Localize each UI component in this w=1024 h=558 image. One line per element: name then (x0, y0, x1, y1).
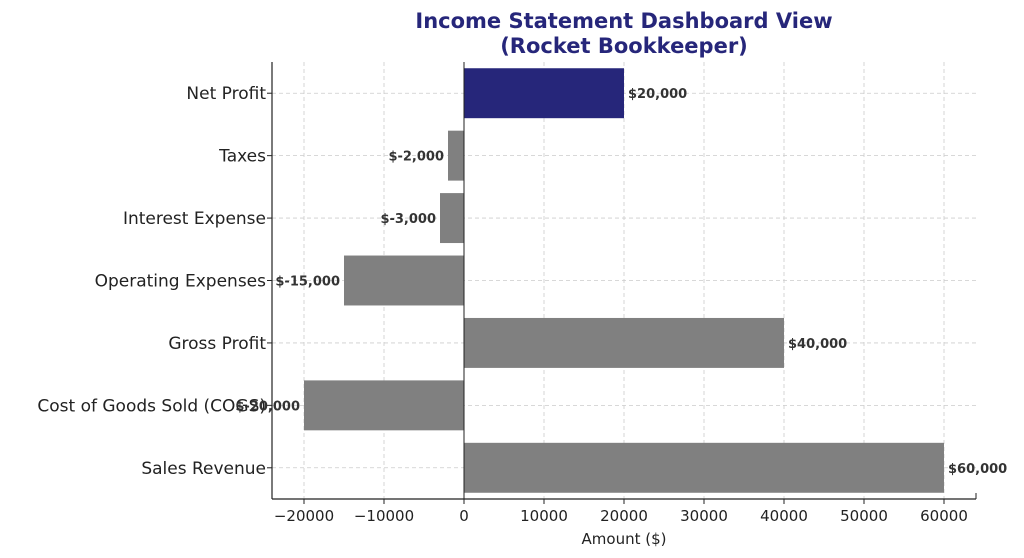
x-tick-label: 60000 (920, 507, 968, 525)
tick-labels: −20000 −10000 0 10000 20000 30000 40000 50000 60… (37, 84, 967, 525)
bar (344, 255, 464, 306)
data-label: $60,000 (948, 462, 1007, 477)
bar (304, 380, 464, 431)
bar (464, 68, 624, 119)
data-label: $20,000 (628, 87, 687, 102)
chart-title-line-1: Income Statement Dashboard View (415, 9, 832, 33)
data-label: $-3,000 (380, 212, 436, 227)
x-tick-label: 10000 (520, 507, 568, 525)
bar (464, 317, 784, 368)
bar (448, 130, 464, 181)
data-label: $-15,000 (275, 275, 340, 290)
data-label: $-2,000 (388, 150, 444, 165)
data-label: $-20,000 (235, 399, 300, 414)
chart-title-line-2: (Rocket Bookkeeper) (500, 34, 748, 58)
data-label: $40,000 (788, 337, 847, 352)
y-tick-label: Operating Expenses (95, 272, 267, 292)
bar (440, 193, 464, 244)
x-tick-label: 50000 (840, 507, 888, 525)
x-tick-label: 20000 (600, 507, 648, 525)
bars (304, 68, 944, 493)
x-axis-label: Amount ($) (582, 530, 667, 548)
y-tick-label: Taxes (218, 147, 266, 167)
x-tick-label: 40000 (760, 507, 808, 525)
y-tick-label: Sales Revenue (141, 459, 266, 479)
x-tick-label: −20000 (274, 507, 334, 525)
bar (464, 442, 944, 493)
y-tick-label: Interest Expense (123, 209, 266, 229)
x-tick-label: 30000 (680, 507, 728, 525)
x-tick-label: 0 (459, 507, 469, 525)
y-tick-label: Net Profit (186, 84, 266, 104)
x-tick-label: −10000 (354, 507, 414, 525)
y-tick-label: Gross Profit (168, 334, 266, 354)
data-labels: $60,000 $-20,000 $40,000 $-15,000 $-3,000 $-2… (235, 87, 1007, 477)
y-tick-label: Cost of Goods Sold (COGS) (37, 396, 266, 416)
